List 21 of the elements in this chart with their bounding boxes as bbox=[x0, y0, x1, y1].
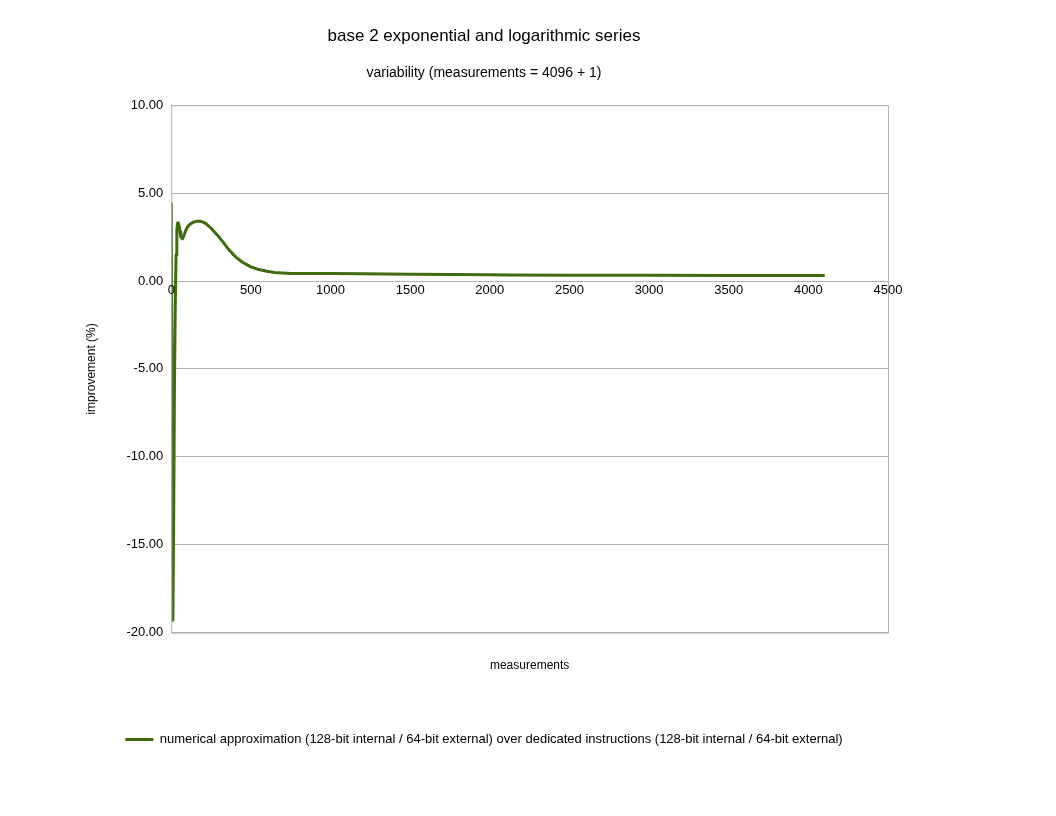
chart-subtitle: variability (measurements = 4096 + 1) bbox=[366, 63, 602, 80]
x-tick-label: 3000 bbox=[634, 282, 664, 298]
legend-label: numerical approximation (128-bit internal / 64-bit external) over dedicated instructions (128-bit internal / 64-bit external) bbox=[159, 731, 843, 747]
x-tick-label: 3500 bbox=[714, 282, 744, 298]
x-axis-title: measurements bbox=[489, 658, 570, 673]
x-tick-label: 2500 bbox=[554, 282, 584, 298]
y-tick-label: -5.00 bbox=[133, 360, 164, 376]
y-tick-label: 5.00 bbox=[137, 184, 164, 200]
y-tick-label: 0.00 bbox=[137, 272, 164, 288]
y-tick-label: -15.00 bbox=[126, 536, 164, 552]
chart-title: base 2 exponential and logarithmic series bbox=[327, 25, 641, 45]
x-tick-label: 500 bbox=[240, 282, 262, 298]
y-tick-label: 10.00 bbox=[130, 96, 164, 112]
x-tick-label: 1500 bbox=[395, 282, 425, 298]
x-tick-label: 2000 bbox=[475, 282, 505, 298]
x-tick-label: 1000 bbox=[316, 282, 345, 298]
x-tick-label: 4500 bbox=[873, 282, 903, 298]
y-tick-label: -20.00 bbox=[126, 624, 164, 640]
x-tick-label: 4000 bbox=[793, 282, 823, 298]
y-axis-title: improvement (%) bbox=[83, 323, 98, 415]
y-tick-label: -10.00 bbox=[126, 448, 164, 464]
